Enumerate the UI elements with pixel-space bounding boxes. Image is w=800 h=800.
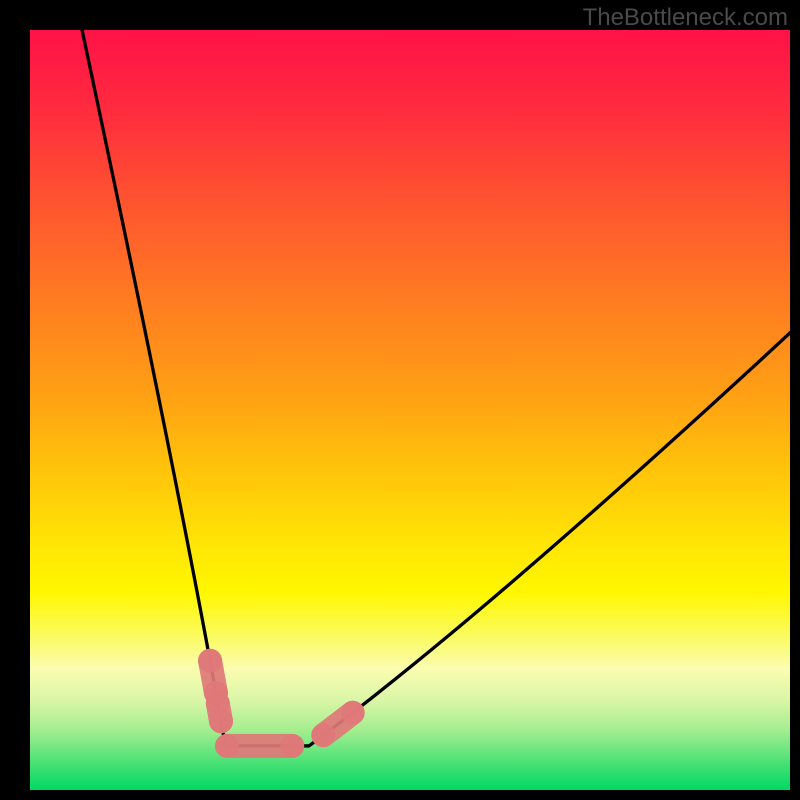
watermark-text: TheBottleneck.com (583, 4, 788, 32)
marker-cap-2-1 (280, 734, 304, 758)
marker-cap-1-1 (209, 709, 233, 733)
marker-cap-3-1 (341, 701, 365, 725)
plot-area (30, 30, 790, 790)
plot-svg (30, 30, 790, 790)
marker-cap-2-0 (215, 734, 239, 758)
marker-cap-3-0 (311, 723, 335, 747)
gradient-background (30, 30, 790, 790)
marker-cap-0-0 (198, 649, 222, 673)
